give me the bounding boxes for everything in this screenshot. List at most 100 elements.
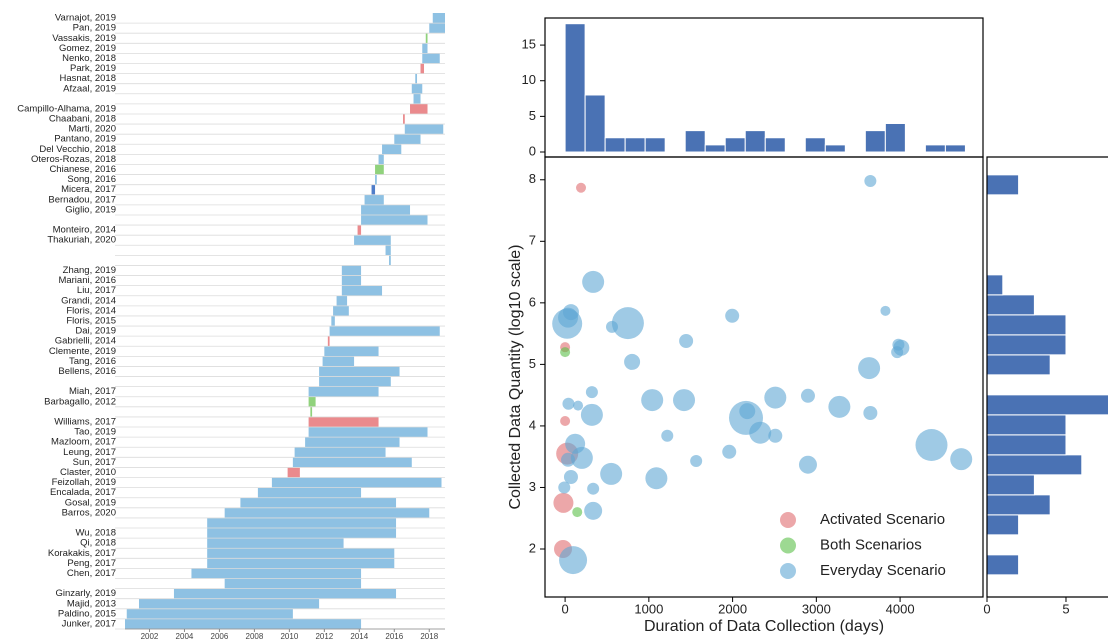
row-label: Varnajot, 2019 xyxy=(55,13,116,24)
histogram-bar xyxy=(644,137,666,153)
row-label: Mazloom, 2017 xyxy=(51,437,116,448)
histogram-bar xyxy=(684,130,706,153)
legend-label: Activated Scenario xyxy=(820,511,945,528)
histogram-bar xyxy=(584,94,606,153)
timeline-bar xyxy=(411,83,423,94)
timeline-bar xyxy=(292,457,412,468)
timeline-bar xyxy=(422,43,428,54)
x-tick-label: 5 xyxy=(1062,601,1069,616)
timeline-bar xyxy=(324,346,379,357)
scatter-point xyxy=(768,428,783,443)
y-tick-label: 5 xyxy=(529,108,536,123)
histogram-bar xyxy=(987,174,1020,196)
legend-label: Both Scenarios xyxy=(820,536,922,553)
scatter-point xyxy=(584,501,603,520)
y-axis-label: Collected Data Quantity (log10 scale) xyxy=(507,244,524,509)
timeline-bar xyxy=(224,507,430,518)
y-tick-label: 7 xyxy=(529,233,536,248)
row-label: Feizollah, 2019 xyxy=(52,477,116,488)
scatter-point xyxy=(661,429,674,442)
x-tick-label: 2000 xyxy=(718,601,747,616)
row-label: Peng, 2017 xyxy=(67,558,116,569)
scatter-point xyxy=(679,334,694,348)
histogram-bar xyxy=(987,434,1067,456)
timeline-bar xyxy=(410,103,428,114)
timeline-bar xyxy=(271,477,442,488)
row-label: Williams, 2017 xyxy=(54,416,116,427)
scatter-point xyxy=(570,446,593,469)
row-label: Korakakis, 2017 xyxy=(48,548,116,559)
timeline-bar xyxy=(394,134,421,145)
timeline-bar xyxy=(375,164,384,175)
timeline-bar xyxy=(422,53,440,64)
histogram-bar xyxy=(764,137,786,153)
scatter-point xyxy=(572,507,583,518)
timeline-bar xyxy=(425,33,428,44)
scatter-point xyxy=(561,452,576,467)
histogram-bar xyxy=(987,494,1051,516)
timeline-bar xyxy=(389,255,391,266)
row-label: Afzaal, 2019 xyxy=(63,83,116,94)
x-tick-label: 2010 xyxy=(280,632,298,640)
timeline-bar xyxy=(207,528,397,539)
row-label: Park, 2019 xyxy=(70,63,116,74)
histogram-bar xyxy=(824,144,846,153)
y-tick-label: 4 xyxy=(529,417,536,432)
timeline-bar xyxy=(310,406,313,417)
x-tick-label: 4000 xyxy=(886,601,915,616)
scatter-point xyxy=(576,182,587,193)
timeline-bar xyxy=(308,427,428,438)
scatter-point xyxy=(560,347,571,358)
row-label: Bellens, 2016 xyxy=(58,366,116,377)
scatter-point xyxy=(560,416,571,426)
histogram-bar xyxy=(884,122,906,153)
row-label: Ginzarly, 2019 xyxy=(55,588,116,599)
row-label: Nenko, 2018 xyxy=(62,53,116,64)
timeline-bar xyxy=(415,73,418,84)
row-label: Pan, 2019 xyxy=(73,23,116,34)
timeline-bar xyxy=(207,517,397,529)
timeline-bar xyxy=(327,336,330,347)
histogram-bar xyxy=(564,23,586,153)
legend-marker xyxy=(780,537,796,554)
histogram-bar xyxy=(987,294,1035,316)
scatter-point xyxy=(749,421,772,444)
timeline-bar xyxy=(354,235,391,246)
row-label: Clemente, 2019 xyxy=(49,346,116,357)
y-tick-label: 5 xyxy=(529,356,536,371)
row-label: Pantano, 2019 xyxy=(54,134,116,145)
timeline-bar xyxy=(404,124,444,135)
legend-marker xyxy=(780,512,796,528)
x-tick-label: 1000 xyxy=(634,601,663,616)
x-tick-label: 2012 xyxy=(315,632,333,640)
y-tick-label: 0 xyxy=(529,143,536,158)
scatter-point xyxy=(582,270,605,293)
row-label: Liu, 2017 xyxy=(77,285,116,296)
row-label: Junker, 2017 xyxy=(62,618,116,629)
scatter-point xyxy=(553,492,574,513)
x-tick-label: 2018 xyxy=(420,632,438,640)
legend-marker xyxy=(780,563,796,579)
timeline-bar xyxy=(125,618,362,629)
histogram-bar xyxy=(604,137,626,153)
row-label: Del Vecchio, 2018 xyxy=(39,144,116,155)
histogram-bars xyxy=(987,174,1108,576)
row-label: Song, 2016 xyxy=(67,174,116,185)
timeline-bar xyxy=(319,366,400,377)
scatter-point xyxy=(725,308,740,323)
timeline-bar xyxy=(308,416,379,428)
timeline-bar xyxy=(308,386,379,397)
row-label: Bernadou, 2017 xyxy=(48,194,116,205)
row-label: Giglio, 2019 xyxy=(65,204,116,215)
row-label: Sun, 2017 xyxy=(73,457,116,468)
row-label: Gabrielli, 2014 xyxy=(55,336,116,347)
timeline-bar xyxy=(413,93,421,104)
legend-label: Everyday Scenario xyxy=(820,562,946,579)
row-label: Chaabani, 2018 xyxy=(49,114,116,125)
timeline-bar xyxy=(240,497,397,508)
timeline-bar xyxy=(375,174,377,185)
y-tick-label: 3 xyxy=(529,479,536,494)
timeline-bar xyxy=(305,437,400,448)
timeline-bar xyxy=(341,265,362,276)
